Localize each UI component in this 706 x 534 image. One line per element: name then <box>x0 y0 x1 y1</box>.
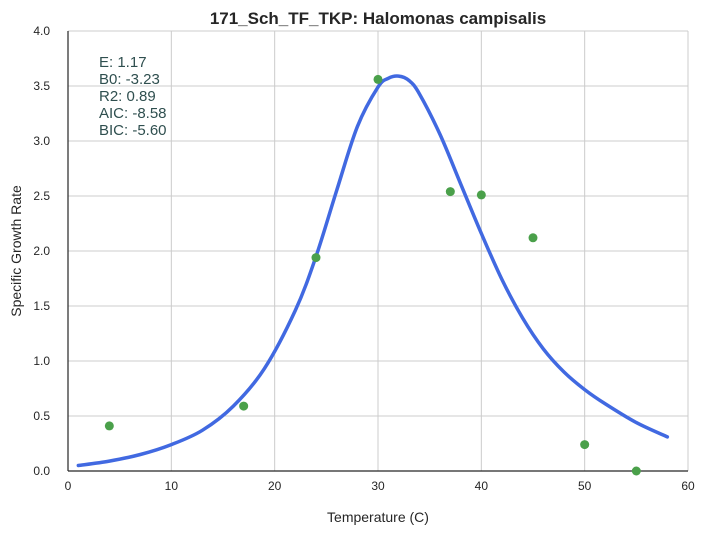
y-tick-label: 2.0 <box>33 244 50 258</box>
data-point <box>528 233 538 243</box>
data-points-layer <box>104 74 641 476</box>
y-tick-label: 0.0 <box>33 464 50 478</box>
y-tick-label: 0.5 <box>33 409 50 423</box>
stat-annotation: AIC: -8.58 <box>99 105 167 122</box>
chart-title: 171_Sch_TF_TKP: Halomonas campisalis <box>210 9 546 28</box>
stat-annotation: B0: -3.23 <box>99 71 160 88</box>
y-tick-label: 3.0 <box>33 134 50 148</box>
x-tick-label: 0 <box>65 479 72 493</box>
y-tick-label: 2.5 <box>33 189 50 203</box>
fit-curve-layer <box>76 74 670 468</box>
data-point <box>476 190 486 200</box>
x-tick-label: 10 <box>165 479 179 493</box>
stat-annotation: BIC: -5.60 <box>99 122 167 139</box>
y-tick-label: 1.0 <box>33 354 50 368</box>
y-tick-label: 1.5 <box>33 299 50 313</box>
y-tick-labels: 0.0 0.5 1.0 1.5 2.0 2.5 3.0 3.5 4.0 <box>33 24 50 478</box>
data-point <box>239 401 249 411</box>
stat-annotation: R2: 0.89 <box>99 88 156 105</box>
stat-annotation: E: 1.17 <box>99 54 147 71</box>
fit-curve <box>76 74 670 468</box>
grid-lines <box>68 30 689 471</box>
y-axis-label: Specific Growth Rate <box>8 185 24 317</box>
x-tick-label: 40 <box>475 479 489 493</box>
x-tick-label: 20 <box>268 479 282 493</box>
y-tick-label: 3.5 <box>33 79 50 93</box>
data-point <box>104 421 114 431</box>
x-tick-label: 30 <box>371 479 385 493</box>
data-point <box>373 74 383 84</box>
data-point <box>311 253 321 263</box>
data-point <box>445 187 455 197</box>
x-tick-label: 50 <box>578 479 592 493</box>
x-tick-label: 60 <box>681 479 695 493</box>
data-point <box>631 466 641 476</box>
axes <box>67 31 688 472</box>
x-tick-labels: 0 10 20 30 40 50 60 <box>65 479 695 493</box>
y-tick-label: 4.0 <box>33 24 50 38</box>
x-axis-label: Temperature (C) <box>327 509 429 525</box>
data-point <box>580 440 590 450</box>
